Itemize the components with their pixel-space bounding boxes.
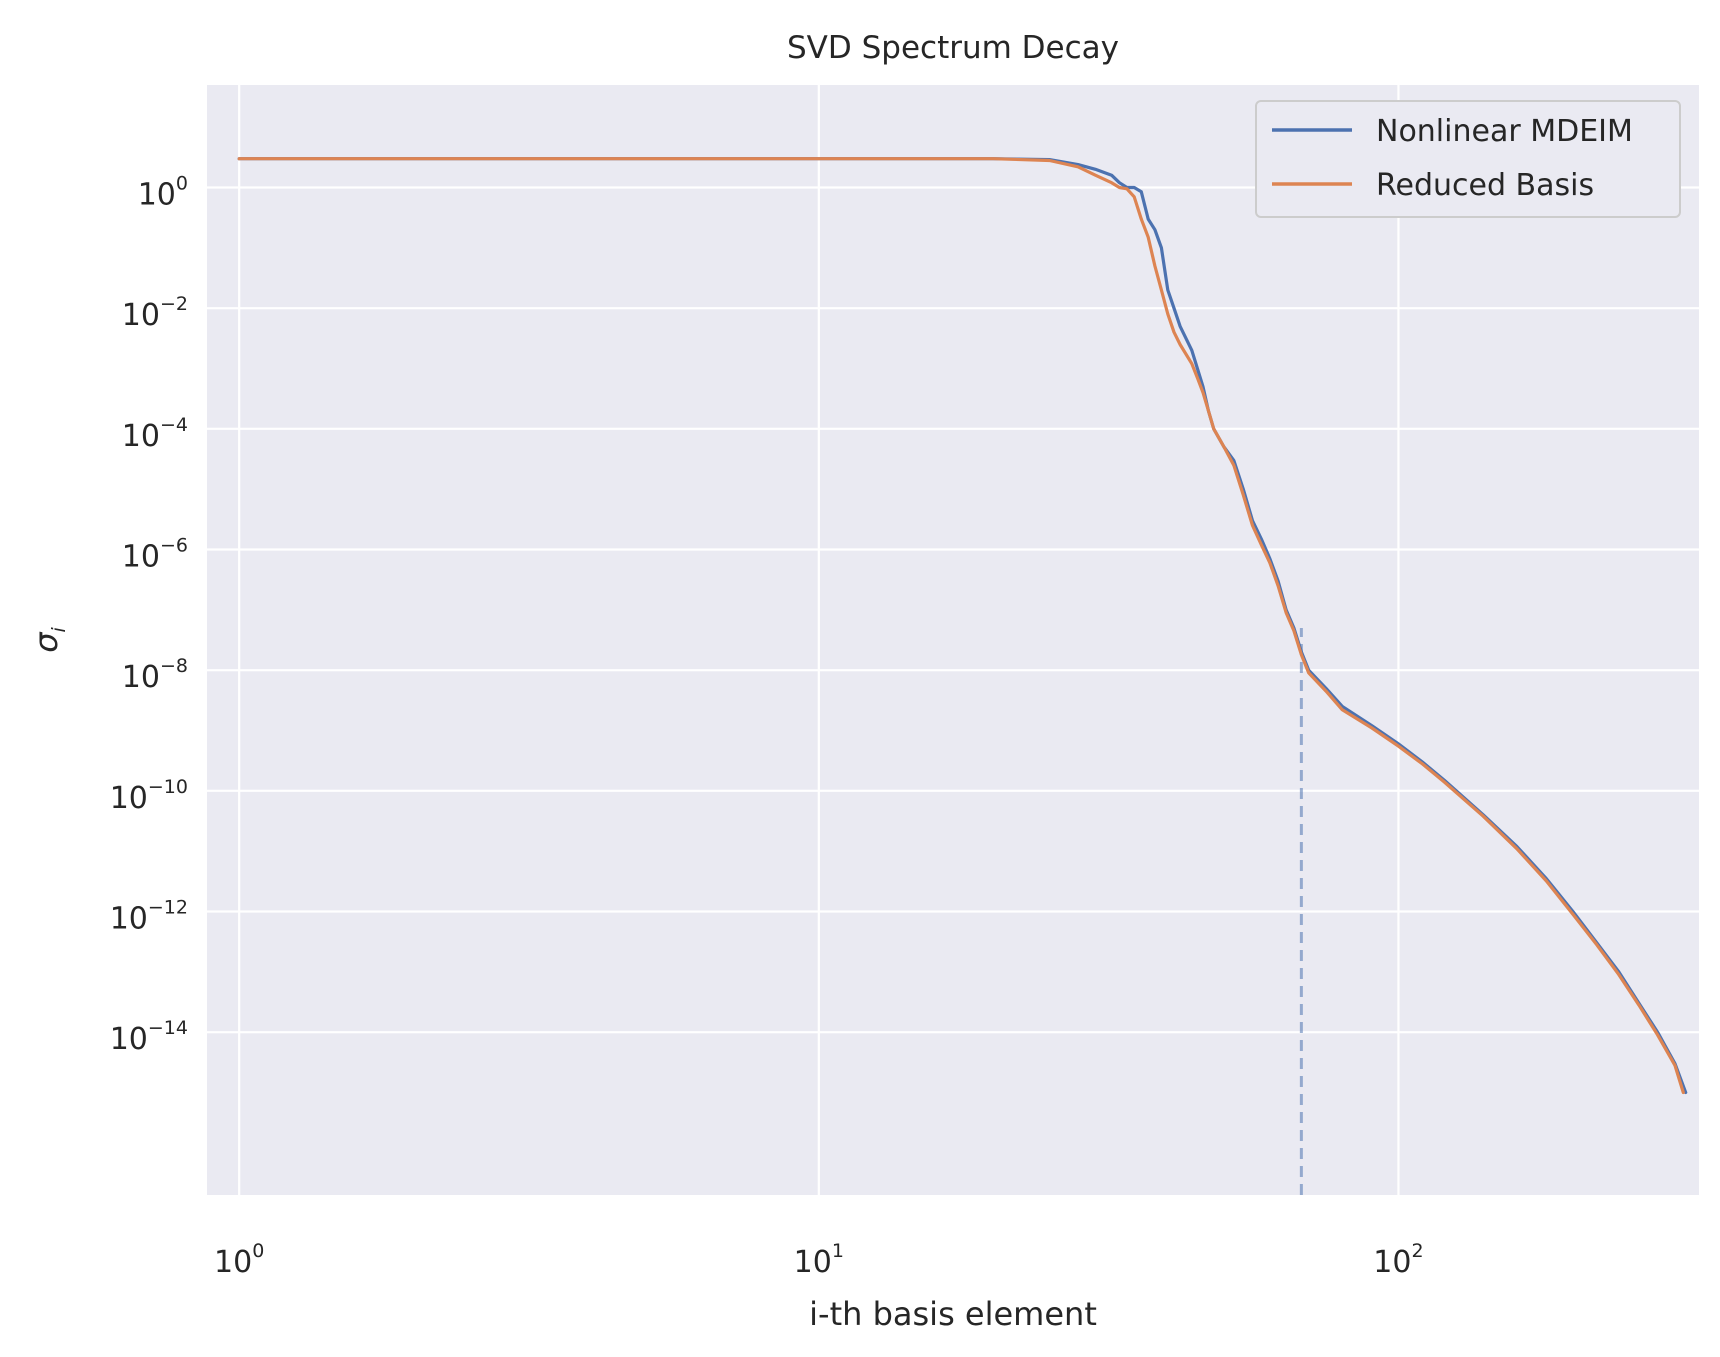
- x-axis-label: i-th basis element: [809, 1295, 1097, 1333]
- y-tick-base: 10: [110, 781, 148, 816]
- y-tick-exponent: −2: [160, 293, 188, 315]
- x-tick-base: 10: [794, 1245, 832, 1280]
- chart-title: SVD Spectrum Decay: [787, 30, 1119, 66]
- x-tick-label-1: 101: [794, 1240, 844, 1280]
- x-tick-base: 10: [214, 1245, 252, 1280]
- y-tick-base: 10: [110, 901, 148, 936]
- y-tick-label-2: 10−4: [122, 414, 188, 454]
- x-tick-exponent: 0: [252, 1240, 264, 1262]
- y-tick-base: 10: [138, 178, 176, 213]
- y-tick-label-3: 10−6: [122, 535, 188, 575]
- series-line-reduced-basis: [237, 157, 1685, 1095]
- x-tick-exponent: 2: [1411, 1240, 1423, 1262]
- y-tick-label-6: 10−12: [110, 896, 188, 936]
- plot-area: [207, 85, 1699, 1195]
- y-tick-label-0: 100: [138, 173, 188, 213]
- svg-text:σi: σi: [27, 627, 70, 653]
- legend: Nonlinear MDEIM Reduced Basis: [1255, 100, 1681, 218]
- y-tick-exponent: −14: [148, 1017, 188, 1039]
- legend-box: [1255, 100, 1681, 218]
- y-tick-label-5: 10−10: [110, 776, 188, 816]
- y-tick-label-7: 10−14: [110, 1017, 188, 1057]
- y-axis-label-subscript: i: [48, 627, 70, 633]
- y-axis-label: σi: [27, 627, 70, 653]
- y-tick-exponent: −4: [160, 414, 188, 436]
- y-tick-exponent: −12: [148, 896, 188, 918]
- x-tick-exponent: 1: [832, 1240, 844, 1262]
- series-layer: [237, 157, 1688, 1095]
- y-tick-exponent: −8: [160, 655, 188, 677]
- y-tick-base: 10: [122, 298, 160, 333]
- y-tick-exponent: 0: [176, 173, 188, 195]
- y-tick-label-4: 10−8: [122, 655, 188, 695]
- y-tick-label-1: 10−2: [122, 293, 188, 333]
- x-tick-label-2: 102: [1373, 1240, 1423, 1280]
- legend-label-reduced-basis: Reduced Basis: [1376, 168, 1594, 203]
- x-tick-labels: 100 101 102: [214, 1240, 1424, 1280]
- grid-lines: [207, 85, 1699, 1195]
- y-tick-exponent: −10: [148, 776, 188, 798]
- y-tick-exponent: −6: [160, 535, 188, 557]
- y-tick-base: 10: [122, 540, 160, 575]
- y-axis-label-symbol: σ: [27, 631, 65, 653]
- legend-label-nonlinear-mdeim: Nonlinear MDEIM: [1376, 114, 1633, 149]
- x-tick-base: 10: [1373, 1245, 1411, 1280]
- x-tick-label-0: 100: [214, 1240, 264, 1280]
- y-tick-base: 10: [122, 660, 160, 695]
- y-tick-base: 10: [122, 419, 160, 454]
- y-tick-base: 10: [110, 1022, 148, 1057]
